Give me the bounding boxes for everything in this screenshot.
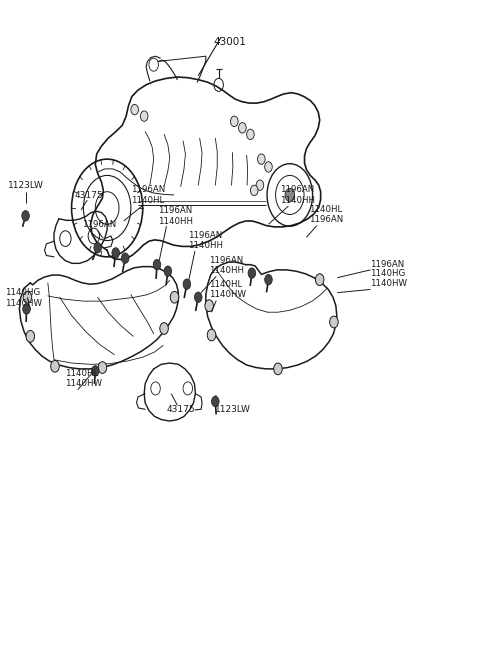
Circle shape — [194, 292, 202, 302]
Text: 1196AN
1140HL: 1196AN 1140HL — [131, 185, 165, 205]
Circle shape — [112, 248, 120, 258]
Circle shape — [330, 316, 338, 328]
Circle shape — [248, 268, 256, 279]
Circle shape — [140, 111, 148, 122]
Circle shape — [51, 361, 59, 372]
Text: 1196AN
1140HH: 1196AN 1140HH — [280, 185, 315, 205]
Text: 1140HG
1140HW: 1140HG 1140HW — [371, 269, 408, 288]
Circle shape — [26, 330, 35, 342]
Text: 1196AN
1140HH: 1196AN 1140HH — [209, 256, 244, 275]
Text: 1196AN
1140HH: 1196AN 1140HH — [188, 231, 223, 250]
Text: 43001: 43001 — [213, 37, 246, 47]
Circle shape — [131, 104, 138, 115]
Circle shape — [207, 329, 216, 341]
Text: 1196AN: 1196AN — [83, 221, 117, 229]
Circle shape — [230, 116, 238, 127]
Circle shape — [22, 211, 29, 221]
Text: 1123LW: 1123LW — [216, 405, 251, 415]
Text: 43175: 43175 — [167, 405, 195, 415]
Text: 1196AN: 1196AN — [371, 260, 405, 269]
Text: 1140HL
1196AN: 1140HL 1196AN — [309, 205, 343, 224]
Circle shape — [212, 396, 219, 407]
Circle shape — [121, 253, 129, 263]
Circle shape — [251, 185, 258, 196]
Text: 43175: 43175 — [75, 191, 104, 200]
Text: 1140HL
1140HW: 1140HL 1140HW — [65, 369, 102, 388]
Circle shape — [164, 266, 172, 277]
Circle shape — [205, 300, 214, 311]
Circle shape — [160, 323, 168, 334]
Circle shape — [315, 274, 324, 286]
Text: 1140HL
1140HW: 1140HL 1140HW — [209, 280, 246, 299]
Circle shape — [285, 189, 295, 202]
Circle shape — [183, 279, 191, 290]
Circle shape — [239, 123, 246, 133]
Circle shape — [264, 162, 272, 172]
Circle shape — [23, 304, 30, 314]
Circle shape — [256, 180, 264, 191]
Circle shape — [92, 366, 99, 376]
Text: 1196AN
1140HH: 1196AN 1140HH — [158, 206, 193, 225]
Circle shape — [170, 291, 179, 303]
Text: 1123LW: 1123LW — [8, 181, 43, 191]
Circle shape — [258, 154, 265, 164]
Text: 1140HG
1140HW: 1140HG 1140HW — [5, 288, 42, 307]
Circle shape — [153, 260, 161, 270]
Circle shape — [98, 362, 107, 373]
Circle shape — [247, 129, 254, 139]
Circle shape — [23, 291, 32, 303]
Circle shape — [94, 242, 101, 253]
Circle shape — [264, 275, 272, 285]
Circle shape — [274, 363, 282, 374]
